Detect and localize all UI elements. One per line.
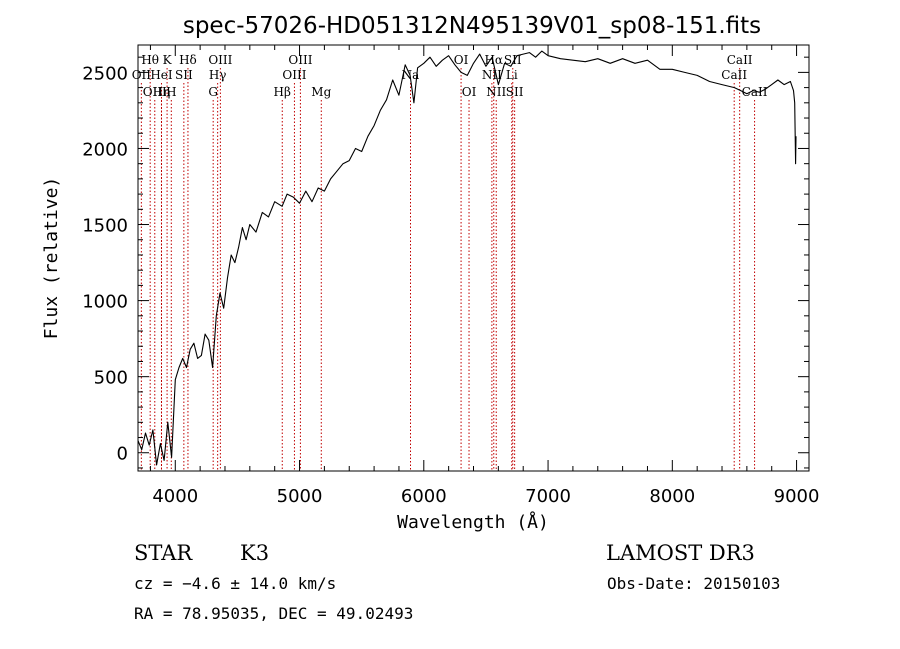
marker-label: CaII (742, 85, 768, 99)
x-axis-title: Wavelength (Å) (397, 511, 549, 533)
marker-label: Li (506, 68, 518, 82)
y-tick-label: 0 (117, 444, 128, 465)
marker-label: OIII (288, 53, 312, 67)
spectrum-line (137, 50, 797, 466)
marker-label: Hδ (179, 53, 197, 67)
marker-label: SII (504, 53, 522, 67)
marker-label: OIII (282, 68, 306, 82)
marker-label: SII (506, 85, 524, 99)
object-subclass: K3 (240, 541, 269, 565)
y-tick-label: 2000 (82, 139, 128, 160)
chart-title: spec-57026-HD051312N495139V01_sp08-151.f… (183, 13, 761, 39)
y-tick-label: 2500 (82, 63, 128, 84)
marker-label: Hθ (141, 53, 159, 67)
y-axis-title: Flux (relative) (41, 177, 62, 340)
survey-name: LAMOST DR3 (606, 541, 755, 565)
marker-label: OI (462, 85, 477, 99)
x-tick-label: 4000 (152, 486, 198, 507)
plot-frame (137, 44, 810, 472)
ra-dec-coordinates: RA = 78.95035, DEC = 49.02493 (134, 604, 413, 623)
marker-label: CaII (721, 68, 747, 82)
y-tick-label: 1500 (82, 216, 128, 237)
marker-label: OIII (143, 85, 167, 99)
marker-label: Hη (153, 85, 171, 99)
marker-label: OII (132, 68, 152, 82)
marker-label: HeI (150, 68, 173, 82)
marker-label: Hβ (274, 85, 291, 99)
marker-label: CaII (727, 53, 753, 67)
marker-label: Hα (484, 53, 503, 67)
marker-label: H (166, 85, 176, 99)
x-tick-label: 8000 (649, 486, 695, 507)
obs-date: Obs-Date: 20150103 (607, 574, 780, 593)
y-tick-label: 500 (94, 368, 128, 389)
marker-label: Mg (311, 85, 331, 99)
marker-label: OIII (208, 53, 232, 67)
marker-label: OI (454, 53, 469, 67)
marker-label: Hγ (209, 68, 227, 82)
x-tick-label: 6000 (401, 486, 447, 507)
x-tick-label: 9000 (774, 486, 820, 507)
marker-label: SII (175, 68, 193, 82)
redshift-cz: cz = −4.6 ± 14.0 km/s (134, 574, 336, 593)
y-tick-label: 1000 (82, 292, 128, 313)
marker-label: K (163, 53, 173, 67)
marker-label: NII (482, 68, 502, 82)
x-tick-label: 5000 (277, 486, 323, 507)
x-tick-label: 7000 (525, 486, 571, 507)
marker-label: NII (486, 85, 506, 99)
object-class: STAR (134, 541, 193, 565)
axis-ticks: 4000 5000 6000 7000 8000 9000 0 500 1000 1500 2000… (82, 45, 819, 507)
marker-label: G (208, 85, 218, 99)
